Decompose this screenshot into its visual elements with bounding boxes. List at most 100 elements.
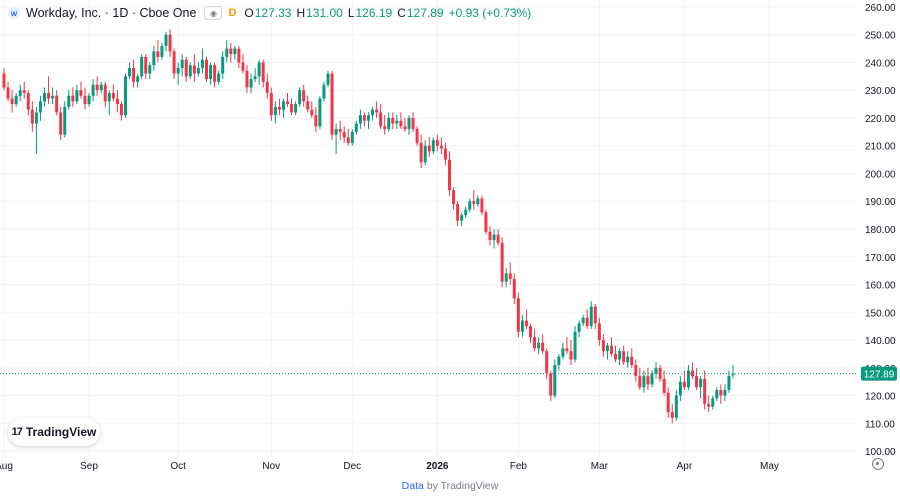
price-axis[interactable]: 100.00110.00120.00130.00140.00150.00160.… (865, 3, 896, 458)
price-tick-label: 120.00 (865, 392, 896, 403)
candle (589, 301, 593, 329)
candle (79, 81, 83, 99)
candle (516, 292, 520, 338)
candle (581, 315, 585, 327)
candle (286, 92, 289, 107)
change-value: +0.93 (+0.73%) (448, 6, 532, 20)
candle (379, 104, 383, 130)
low-value: 126.19 (355, 6, 393, 20)
candle (273, 101, 277, 124)
candle-body (423, 145, 427, 163)
candle-body (472, 201, 476, 205)
last-price-tag-bg (861, 366, 897, 381)
time-tick-label: Oct (170, 461, 186, 472)
candle (261, 59, 265, 88)
candle (439, 137, 443, 155)
candle (533, 328, 537, 352)
candle-body (630, 356, 634, 366)
candle (14, 92, 18, 107)
candle (476, 195, 480, 207)
candle-body (468, 201, 472, 210)
candle-body (460, 215, 464, 221)
candle (172, 48, 176, 80)
candle (435, 134, 439, 152)
candle (395, 115, 399, 130)
candle-body (395, 120, 399, 124)
candle (128, 62, 132, 80)
candle (144, 54, 148, 80)
tradingview-badge[interactable]: 17 TradingView (8, 418, 100, 446)
candle-body (22, 90, 26, 93)
candle-body (512, 278, 516, 299)
candle-body (541, 342, 545, 352)
candle-body (144, 56, 148, 74)
candle-body (581, 317, 585, 324)
candle (326, 70, 330, 88)
time-tick-label: Mar (591, 461, 609, 472)
candle (277, 98, 281, 116)
candle-body (371, 109, 375, 116)
candle-body (115, 98, 119, 105)
candle-body (431, 140, 435, 152)
candle (391, 112, 395, 130)
symbol-title[interactable]: Workday, Inc. · 1D · Cboe One (26, 6, 197, 20)
candle-body (338, 129, 342, 132)
time-tick-label: Apr (677, 461, 693, 472)
candle-body (180, 59, 184, 69)
candle (314, 106, 318, 132)
candle-body (678, 381, 682, 396)
delayed-data-flag[interactable]: D (228, 7, 237, 19)
candle-body (711, 398, 715, 407)
candle (63, 101, 67, 138)
candle (375, 101, 379, 118)
time-axis[interactable]: Aug Sep Oct Nov Dec 2026 Feb Mar Apr May (0, 461, 779, 472)
candle (205, 56, 208, 82)
candle-body (686, 370, 690, 388)
candle-body (682, 381, 686, 388)
candle-body (47, 92, 51, 99)
candle-body (561, 348, 565, 357)
candle (605, 342, 609, 360)
candle (213, 62, 217, 88)
candle-body (200, 59, 204, 69)
candle (132, 59, 136, 88)
visibility-eye-icon[interactable]: ◉ (204, 6, 223, 20)
grid (0, 0, 858, 458)
candle (508, 262, 512, 285)
candle (362, 112, 366, 127)
candle-body (128, 68, 132, 77)
low-label: L (347, 6, 355, 20)
candle-body (391, 117, 395, 124)
candle-body (136, 76, 140, 82)
candle (634, 359, 638, 382)
gear-icon[interactable] (872, 458, 884, 470)
candle (614, 345, 618, 363)
candle (43, 87, 46, 107)
candle-body (379, 112, 383, 127)
candle-body (529, 326, 532, 338)
candle (488, 226, 492, 246)
candle (294, 101, 298, 116)
candle-body (508, 273, 512, 279)
price-tick-label: 260.00 (865, 3, 896, 14)
candle-body (520, 320, 524, 332)
candle (452, 187, 456, 210)
candle (95, 76, 99, 96)
candle (99, 81, 103, 93)
candle (59, 106, 63, 141)
candle (383, 115, 387, 135)
candle-body (168, 34, 172, 52)
candle-body (249, 79, 253, 88)
candle-body (176, 68, 180, 74)
workday-logo-icon: w (8, 7, 20, 19)
candle-body (87, 95, 91, 105)
candle-body (719, 389, 723, 396)
candle (646, 367, 650, 390)
candle-body (545, 351, 549, 374)
data-link[interactable]: Data (401, 480, 424, 492)
candle-body (281, 101, 285, 110)
candle (156, 40, 160, 63)
candle (415, 126, 419, 146)
candle-body (103, 84, 107, 102)
candle-body (537, 342, 541, 349)
